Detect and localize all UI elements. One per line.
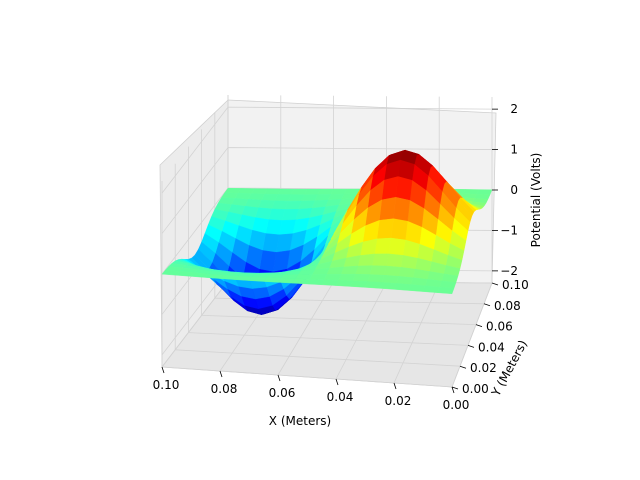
grid-line [335,282,387,380]
z-tick-label: −1 [500,223,518,237]
y-tick [451,386,459,390]
z-tick-label: −2 [500,264,518,278]
surface-facet [364,281,383,289]
surface-facet [369,265,387,276]
grid-line [451,282,493,388]
x-axis-label: X (Meters) [269,414,331,428]
grid-line [161,280,229,368]
surface-facet [335,279,354,287]
y-tick [483,303,491,307]
grid-line [393,282,440,384]
x-tick-label: 0.08 [211,382,238,396]
surface-facet [476,189,493,195]
surface-facet [321,279,339,286]
y-tick-label: 0.08 [494,299,521,313]
surface-facet [355,265,373,275]
surface-facet [398,266,416,278]
surface-facet [277,277,296,284]
y-tick-label: 0.04 [478,340,505,354]
z-tick-label: 1 [510,143,518,157]
x-tick [161,366,165,374]
y-tick-label: 0.00 [462,382,489,396]
y-tick [467,345,475,348]
x-tick-label: 0.02 [385,394,412,408]
surface-facet [437,286,455,295]
x-tick [219,370,223,378]
y-tick [459,365,467,369]
grid-line [161,147,493,234]
surface-facet [371,253,390,267]
y-tick [491,282,499,286]
surface-facet [395,176,413,201]
z-tick-label: 2 [510,102,518,116]
surface-facet [393,197,411,222]
y-tick-label: 0.10 [502,278,529,292]
surface [161,149,493,315]
x-tick [393,382,397,390]
surface-facet [379,282,397,290]
x-tick [451,386,455,394]
surface-facet [263,277,282,283]
surface-facet [292,278,310,285]
surface-facet [381,274,399,284]
surface-facet [390,218,408,241]
y-tick-label: 0.06 [486,320,513,334]
surface-facet [367,274,385,283]
grid-line [277,281,334,376]
x-tick [277,374,281,382]
y-tick-label: 0.02 [470,361,497,375]
surface-facet [422,285,440,293]
surface-facet [386,253,404,268]
surface-facet [383,265,402,277]
x-tick [335,378,339,386]
z-tick-label: 0 [510,183,518,197]
surface-facet [393,283,411,291]
grid-line [188,332,469,346]
x-tick-label: 0.04 [327,390,354,404]
axes: 0.10 0.08 0.06 0.04 0.02 0.00 0.00 0.02 0.04 0.06… [153,102,529,412]
x-tick-label: 0.10 [153,378,180,392]
surface-facet [161,269,181,276]
surface-facet [338,273,356,281]
surface-facet [395,276,414,285]
surface-facet [352,273,371,282]
surface-facet [388,237,406,256]
surface-facet [408,284,426,292]
y-tick [475,324,483,327]
x-tick-label: 0.00 [443,398,470,412]
surface-facet [463,189,480,195]
surface-facet [306,279,325,286]
grid-line [161,106,493,194]
z-axis-label: Potential (Volts) [529,153,543,248]
grid-line [161,366,453,388]
surface-facet [374,237,392,255]
surface-facet [309,274,327,280]
surface-facet [350,280,368,288]
grid-line [175,349,461,367]
grid-line [201,315,477,325]
surface-facet [323,273,342,281]
x-tick-label: 0.06 [269,386,296,400]
surface-facet [376,218,394,240]
